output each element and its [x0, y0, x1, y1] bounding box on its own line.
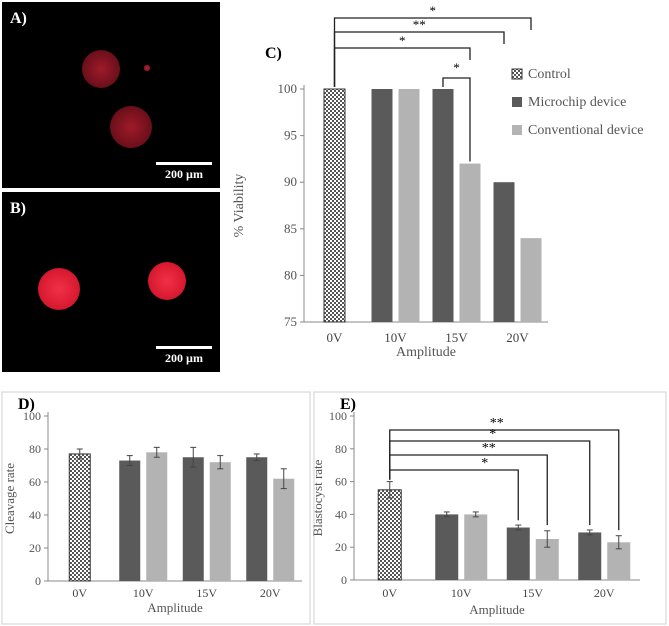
y-tick-label: 40: [29, 508, 41, 522]
panel-label-d: D): [18, 396, 35, 413]
y-tick-label: 100: [23, 409, 41, 423]
x-tick-label: 10V: [451, 586, 472, 600]
cell-dim-1: [82, 50, 120, 88]
panel-border-e: [313, 391, 667, 625]
x-axis-label: Amplitude: [147, 600, 203, 615]
bar-15v-conventional-device: [209, 462, 231, 581]
bar-15v-microchip-device: [506, 527, 530, 580]
bar-10v-conventional-device: [464, 514, 488, 580]
x-axis-label: Amplitude: [396, 345, 456, 360]
x-axis-label: Amplitude: [469, 602, 525, 617]
cell-bright-2: [148, 262, 186, 300]
bar-15v-microchip-device: [182, 457, 204, 581]
legend-label: Microchip device: [528, 95, 626, 110]
sig-label: *: [453, 60, 460, 75]
micrograph-a: A) 200 µm: [2, 2, 220, 188]
sig-label: *: [430, 3, 437, 18]
x-tick-label: 10V: [384, 330, 407, 345]
y-tick-label: 80: [29, 442, 41, 456]
legend-label: Conventional device: [528, 123, 643, 138]
sig-label: **: [413, 17, 426, 32]
sig-label: **: [482, 441, 496, 456]
bar-15v-microchip-device: [432, 89, 454, 322]
scale-text-b: 200 µm: [165, 351, 203, 365]
x-tick-label: 15V: [196, 586, 217, 600]
bar-0v-control: [377, 489, 402, 581]
x-tick-label: 20V: [594, 586, 615, 600]
cell-bright-1: [38, 268, 80, 310]
bar-10v-conventional-device: [398, 89, 420, 322]
x-tick-label: 0V: [382, 586, 397, 600]
sig-bracket-2: [333, 17, 532, 87]
legend-swatch: [512, 97, 522, 107]
y-tick-label: 80: [335, 442, 347, 456]
bar-10v-microchip-device: [371, 89, 393, 322]
y-tick-label: 85: [284, 221, 297, 236]
y-tick-label: 100: [278, 81, 298, 96]
panel-label-b: B): [10, 200, 26, 217]
bar-20v-conventional-device: [607, 542, 631, 580]
bar-20v-microchip-device: [493, 182, 515, 322]
y-axis-label: Blastocyst rate: [310, 459, 325, 536]
y-axis-label: % Viability: [232, 174, 247, 238]
y-axis-label: Cleavage rate: [2, 463, 17, 534]
y-tick-label: 40: [335, 507, 347, 521]
bar-15v-conventional-device: [459, 163, 481, 322]
sig-bracket-15v: [442, 77, 471, 162]
y-tick-label: 0: [35, 574, 41, 588]
panel-border-d: [1, 391, 311, 625]
x-tick-label: 0V: [327, 330, 344, 345]
sig-label: **: [490, 416, 504, 431]
sig-label: *: [399, 33, 406, 48]
bar-10v-microchip-device: [435, 514, 459, 580]
legend-swatch: [511, 68, 523, 80]
y-tick-label: 20: [29, 541, 41, 555]
y-tick-label: 20: [335, 540, 347, 554]
y-tick-label: 0: [341, 573, 347, 587]
micrograph-b: B) 200 µm: [2, 192, 220, 372]
scale-bar-b: 200 µm: [156, 346, 212, 366]
bar-0v-control: [323, 88, 346, 323]
y-tick-label: 90: [284, 174, 297, 189]
y-tick-label: 60: [29, 475, 41, 489]
cell-speck: [144, 65, 150, 71]
bar-15v-conventional-device: [535, 539, 559, 580]
sig-label: *: [481, 456, 488, 471]
scale-bar-a: 200 µm: [156, 162, 212, 182]
y-tick-label: 95: [284, 128, 297, 143]
y-tick-label: 60: [335, 475, 347, 489]
x-tick-label: 20V: [260, 586, 281, 600]
bar-10v-microchip-device: [119, 460, 141, 581]
x-tick-label: 0V: [72, 586, 87, 600]
sig-label: *: [489, 427, 496, 442]
x-tick-label: 15V: [445, 330, 468, 345]
x-tick-label: 10V: [133, 586, 154, 600]
panel-label-e: E): [340, 396, 356, 413]
panel-label-c: C): [265, 45, 282, 62]
bar-20v-conventional-device: [520, 238, 542, 322]
sig-bracket-0: [389, 469, 519, 521]
sig-bracket-3: [389, 429, 620, 531]
scale-text-a: 200 µm: [165, 167, 203, 181]
bar-20v-conventional-device: [273, 478, 295, 581]
bar-20v-microchip-device: [246, 457, 268, 581]
bar-20v-microchip-device: [578, 532, 602, 580]
legend-swatch: [512, 125, 522, 135]
bar-10v-conventional-device: [146, 452, 168, 581]
panel-label-a: A): [10, 10, 27, 27]
y-tick-label: 75: [284, 314, 297, 329]
x-tick-label: 15V: [522, 586, 543, 600]
y-tick-label: 100: [329, 409, 347, 423]
legend-label: Control: [528, 67, 571, 82]
x-tick-label: 20V: [506, 330, 529, 345]
cell-dim-2: [110, 106, 152, 148]
y-tick-label: 80: [284, 267, 297, 282]
